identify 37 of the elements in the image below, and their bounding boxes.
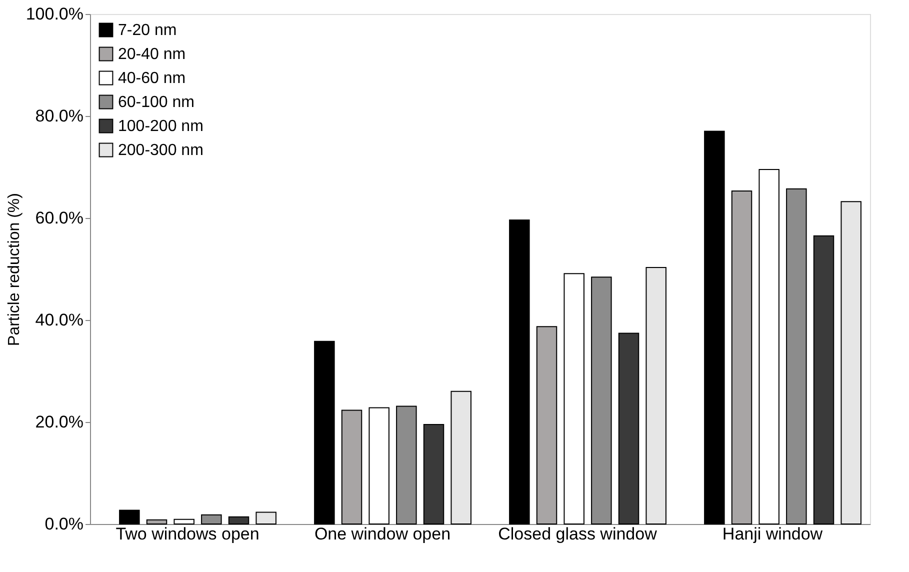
legend-label: 20-40 nm [118, 46, 186, 63]
y-axis-title: Particle reduction (%) [6, 193, 23, 346]
bar [314, 340, 335, 524]
bar [704, 130, 725, 524]
bar [368, 407, 390, 524]
y-tick-label: 20.0% [35, 412, 84, 432]
y-tick-label: 0.0% [44, 514, 84, 534]
bar [450, 390, 472, 524]
bar [646, 266, 666, 524]
legend-label: 7-20 nm [118, 22, 177, 39]
bar [813, 235, 834, 524]
bar [840, 201, 862, 524]
bar [758, 169, 780, 524]
x-tick-label: Closed glass window [498, 524, 658, 544]
bar [564, 273, 584, 524]
bar [731, 190, 752, 524]
legend-label: 60-100 nm [118, 94, 194, 111]
x-tick-label: One window open [314, 524, 451, 544]
bar [146, 519, 168, 524]
bar [618, 332, 640, 524]
bar [536, 326, 558, 524]
x-tick-label: Two windows open [116, 524, 260, 544]
legend-label: 40-60 nm [118, 70, 186, 87]
legend-label: 200-300 nm [118, 142, 204, 159]
x-tick-label: Hanji window [722, 524, 824, 544]
y-tick-label: 80.0% [35, 106, 84, 126]
bar [228, 516, 250, 524]
y-tick-label: 40.0% [35, 310, 84, 330]
bar [341, 410, 362, 524]
bar [174, 518, 194, 524]
y-tick-label: 100.0% [26, 4, 84, 24]
legend-label: 100-200 nm [118, 118, 204, 135]
bar [423, 424, 444, 524]
bar [509, 220, 530, 524]
bar [256, 512, 276, 524]
y-tick-label: 60.0% [35, 208, 84, 228]
bar [119, 510, 140, 524]
